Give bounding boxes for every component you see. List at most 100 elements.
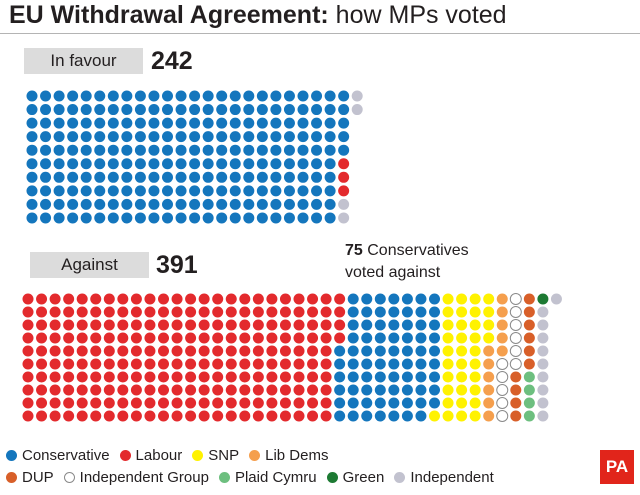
in-favour-conservative-dot xyxy=(243,131,255,143)
against-labour-dot xyxy=(158,384,169,396)
against-labour-dot xyxy=(63,384,75,396)
against-labour-dot xyxy=(144,293,156,305)
against-labour-dot xyxy=(130,358,142,370)
against-labour-dot xyxy=(185,306,197,318)
in-favour-labour-dot xyxy=(338,185,350,197)
against-snp-dot xyxy=(456,384,468,396)
against-labour-dot xyxy=(49,306,61,318)
legend-label-independent: Independent xyxy=(410,469,494,486)
against-conservative-dot xyxy=(334,384,346,396)
against-labour-dot xyxy=(252,371,264,383)
in-favour-conservative-dot xyxy=(216,144,228,156)
against-labour-dot xyxy=(171,397,183,409)
in-favour-conservative-dot xyxy=(243,198,255,210)
against-labour-dot xyxy=(90,358,102,370)
against-labour-dot xyxy=(76,397,88,409)
in-favour-conservative-dot xyxy=(202,212,214,224)
legend-label-green: Green xyxy=(342,469,385,486)
against-conservative-dot xyxy=(361,306,373,318)
against-labour-dot xyxy=(76,384,88,396)
against-labour-dot xyxy=(293,319,305,331)
against-labour-dot xyxy=(158,371,169,383)
against-snp-dot xyxy=(456,371,468,383)
against-labour-dot xyxy=(239,319,251,331)
in-favour-conservative-dot xyxy=(107,212,119,224)
against-lib-dems-dot xyxy=(483,410,495,422)
in-favour-conservative-dot xyxy=(243,90,255,102)
in-favour-conservative-dot xyxy=(324,171,336,183)
in-favour-conservative-dot xyxy=(148,171,160,183)
in-favour-conservative-dot xyxy=(67,171,79,183)
in-favour-conservative-dot xyxy=(134,131,146,143)
against-snp-dot xyxy=(483,319,495,331)
in-favour-conservative-dot xyxy=(189,131,201,143)
in-favour-conservative-dot xyxy=(121,90,133,102)
against-labour-dot xyxy=(266,371,278,383)
against-labour-dot xyxy=(212,410,224,422)
against-dup-dot xyxy=(510,371,522,383)
in-favour-conservative-dot xyxy=(175,212,187,224)
against-labour-dot xyxy=(117,371,129,383)
against-dup-dot xyxy=(510,410,522,422)
against-conservative-dot xyxy=(388,384,400,396)
against-conservative-dot xyxy=(334,397,346,409)
against-conservative-dot xyxy=(347,358,359,370)
against-lib-dems-dot xyxy=(496,332,508,344)
against-independent-group-dot xyxy=(509,306,522,318)
against-dup-dot xyxy=(523,319,535,331)
in-favour-conservative-dot xyxy=(216,117,228,129)
in-favour-conservative-dot xyxy=(270,117,282,129)
against-conservative-dot xyxy=(347,384,359,396)
waffle-chart xyxy=(22,90,562,422)
against-conservative-dot xyxy=(374,293,386,305)
against-labour-dot xyxy=(144,319,156,331)
against-snp-dot xyxy=(442,293,454,305)
against-labour-dot xyxy=(198,345,210,357)
in-favour-conservative-dot xyxy=(256,90,268,102)
legend-swatch-dup xyxy=(6,472,17,483)
legend-swatch-lib-dems xyxy=(249,450,261,461)
in-favour-conservative-dot xyxy=(67,90,79,102)
against-independent-group-dot xyxy=(496,397,509,409)
against-labour-dot xyxy=(293,306,305,318)
against-labour-dot xyxy=(158,410,169,422)
in-favour-conservative-dot xyxy=(148,144,160,156)
in-favour-conservative-dot xyxy=(53,117,65,129)
against-independent-dot xyxy=(537,345,549,357)
against-labour-dot xyxy=(307,293,319,305)
in-favour-conservative-dot xyxy=(80,90,92,102)
in-favour-conservative-dot xyxy=(297,171,309,183)
in-favour-conservative-dot xyxy=(189,158,201,170)
against-labour-dot xyxy=(198,306,210,318)
in-favour-conservative-dot xyxy=(162,117,173,129)
against-labour-dot xyxy=(212,293,224,305)
in-favour-conservative-dot xyxy=(121,212,133,224)
against-labour-dot xyxy=(185,410,197,422)
in-favour-conservative-dot xyxy=(148,90,160,102)
against-conservative-dot xyxy=(347,410,359,422)
in-favour-conservative-dot xyxy=(189,185,201,197)
legend-item-plaid-cymru: Plaid Cymru xyxy=(218,469,317,486)
in-favour-conservative-dot xyxy=(270,131,282,143)
in-favour-conservative-dot xyxy=(40,144,52,156)
against-labour-dot xyxy=(185,397,197,409)
against-labour-dot xyxy=(49,332,61,344)
against-labour-dot xyxy=(22,332,34,344)
against-conservative-dot xyxy=(429,332,440,344)
in-favour-independent-dot xyxy=(351,104,363,116)
against-labour-dot xyxy=(307,384,319,396)
against-labour-dot xyxy=(130,332,142,344)
in-favour-conservative-dot xyxy=(26,144,38,156)
against-labour-dot xyxy=(36,332,48,344)
in-favour-conservative-dot xyxy=(26,171,38,183)
against-independent-group-dot xyxy=(496,384,509,396)
in-favour-conservative-dot xyxy=(256,104,268,116)
against-labour-dot xyxy=(36,319,48,331)
against-snp-dot xyxy=(469,306,481,318)
against-conservative-dot xyxy=(347,332,359,344)
against-labour-dot xyxy=(225,293,237,305)
in-favour-conservative-dot xyxy=(175,198,187,210)
against-labour-dot xyxy=(225,384,237,396)
in-favour-conservative-dot xyxy=(121,158,133,170)
in-favour-conservative-dot xyxy=(80,144,92,156)
